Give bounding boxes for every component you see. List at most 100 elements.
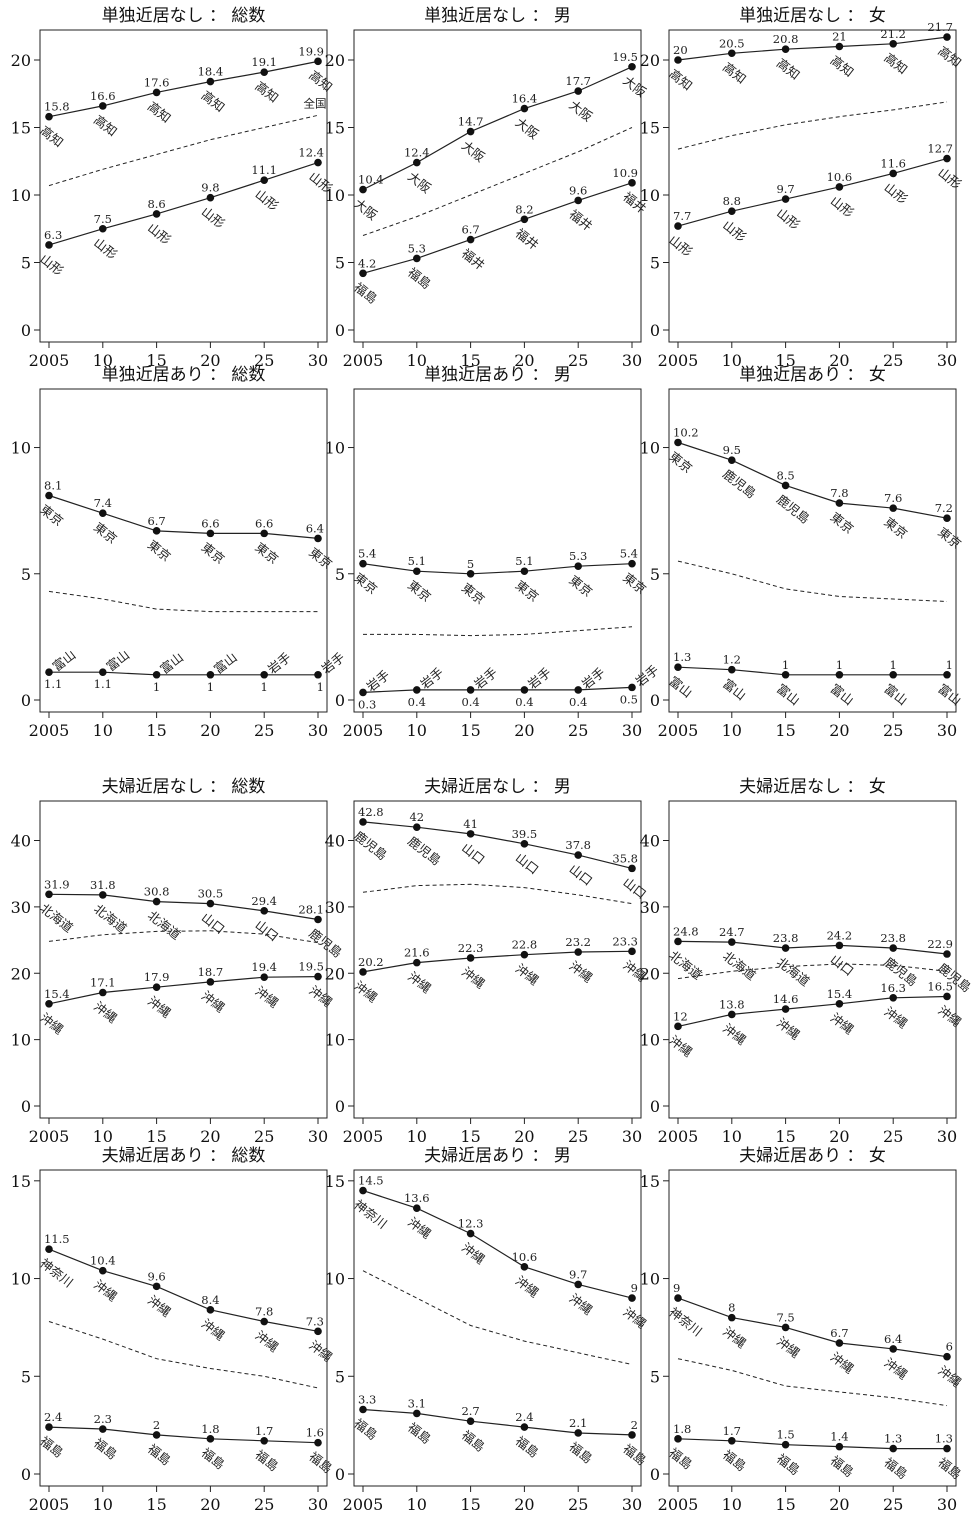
value-label: 1.8: [673, 1422, 691, 1436]
value-label: 6.6: [255, 516, 273, 530]
low-data-point: [260, 973, 269, 982]
prefecture-label: 大阪: [620, 73, 649, 101]
prefecture-label: 東京: [620, 570, 649, 597]
x-tick-label: 20: [200, 351, 220, 370]
prefecture-label: 沖縄: [666, 1032, 695, 1060]
low-data-point: [314, 158, 322, 167]
prefecture-label: 東京: [459, 580, 488, 607]
low-data-point: [674, 663, 682, 671]
low-series-line: [362, 950, 633, 973]
high-data-point: [889, 504, 897, 512]
national-average-line: [362, 883, 633, 905]
low-data-point: [359, 968, 367, 976]
high-data-point: [152, 88, 161, 97]
high-data-point: [260, 907, 269, 915]
y-tick-label: 15: [640, 1172, 660, 1191]
value-label: 29.4: [251, 894, 277, 908]
prefecture-label: 岩手: [364, 667, 393, 694]
prefecture-label: 福島: [513, 1433, 542, 1460]
value-label: 9.8: [201, 181, 219, 195]
plot-frame: [353, 800, 642, 1119]
value-label: 12.4: [298, 146, 324, 160]
value-label: 35.8: [612, 851, 638, 865]
value-label: 24.7: [719, 925, 745, 939]
y-tick-label: 20: [640, 51, 660, 70]
low-data-point: [99, 1425, 107, 1433]
value-label: 10.2: [673, 425, 699, 439]
y-tick-label: 15: [11, 1172, 31, 1191]
high-data-point: [943, 950, 951, 958]
value-label: 5.3: [569, 549, 587, 563]
x-tick-label: 30: [308, 721, 328, 740]
value-label: 0.4: [461, 695, 479, 709]
low-data-point: [574, 948, 582, 956]
value-label: 42: [409, 810, 424, 824]
high-data-point: [835, 499, 844, 507]
y-tick-label: 20: [640, 964, 660, 983]
x-tick-label: 30: [622, 721, 642, 740]
low-data-point: [152, 1431, 161, 1439]
prefecture-label: 山形: [37, 251, 66, 279]
y-tick-label: 10: [325, 1270, 345, 1289]
prefecture-label: 福島: [935, 1455, 964, 1482]
panel-10: 夫婦近居あり ： 総数 0 5 10 15 2005 10 15 20 25 30 11.5 神奈川 10…: [11, 1146, 336, 1514]
high-data-point: [260, 529, 269, 538]
prefecture-label: 沖縄: [774, 1334, 803, 1362]
value-label: 0.4: [569, 695, 587, 709]
panel-title: 単独近居あり ： 女: [739, 365, 886, 385]
x-tick-label: 20: [200, 721, 220, 740]
prefecture-label: 神奈川: [351, 1197, 390, 1232]
prefecture-label: 福井: [566, 207, 595, 234]
prefecture-label: 沖縄: [145, 993, 174, 1021]
value-label: 10.4: [90, 1254, 116, 1268]
prefecture-label: 大阪: [405, 169, 434, 197]
value-label: 22.8: [512, 938, 538, 952]
y-tick-label: 40: [325, 832, 345, 851]
value-label: 21: [832, 30, 847, 44]
y-tick-label: 10: [640, 1031, 660, 1050]
prefecture-label: 福島: [37, 1433, 66, 1460]
prefecture-label: 富山: [881, 681, 910, 708]
y-tick-label: 0: [21, 1465, 31, 1484]
value-label: 1.8: [201, 1422, 219, 1436]
x-tick-label: 30: [622, 351, 642, 370]
value-label: 1: [836, 658, 843, 672]
high-data-point: [674, 438, 682, 447]
panel-title: 夫婦近居なし ： 総数: [102, 777, 266, 797]
low-data-point: [520, 950, 529, 959]
prefecture-label: 福島: [351, 279, 380, 306]
high-data-point: [99, 891, 107, 899]
x-tick-label: 30: [937, 351, 957, 370]
prefecture-label: 東京: [306, 545, 335, 572]
x-tick-label: 2005: [658, 351, 699, 370]
high-data-point: [466, 1229, 475, 1238]
high-data-point: [314, 57, 322, 66]
value-label: 1.3: [935, 1432, 953, 1446]
value-label: 1: [207, 680, 214, 694]
prefecture-label: 富山: [935, 681, 964, 708]
high-data-point: [206, 899, 215, 908]
high-series-line: [677, 36, 948, 61]
low-data-point: [466, 1417, 475, 1426]
high-data-point: [520, 840, 529, 848]
x-tick-label: 15: [460, 721, 480, 740]
high-series-line: [362, 821, 633, 869]
x-tick-label: 2005: [29, 1127, 70, 1146]
y-tick-label: 20: [11, 51, 31, 70]
low-data-point: [889, 994, 897, 1002]
y-tick-label: 15: [11, 119, 31, 138]
prefecture-label: 沖縄: [91, 999, 120, 1027]
value-label: 7.7: [673, 209, 691, 223]
low-data-point: [628, 1431, 636, 1439]
x-tick-label: 2005: [343, 721, 384, 740]
prefecture-label: 高知: [828, 53, 857, 80]
value-label: 5.4: [620, 547, 638, 561]
prefecture-label: 福島: [351, 1416, 380, 1443]
prefecture-label: 福島: [620, 1441, 649, 1468]
prefecture-label: 高知: [199, 88, 228, 115]
y-tick-label: 0: [21, 1097, 31, 1116]
x-tick-label: 10: [407, 1495, 427, 1514]
value-label: 20.5: [719, 36, 745, 50]
high-data-point: [45, 1245, 53, 1254]
panel-title: 単独近居あり ： 総数: [102, 365, 266, 385]
